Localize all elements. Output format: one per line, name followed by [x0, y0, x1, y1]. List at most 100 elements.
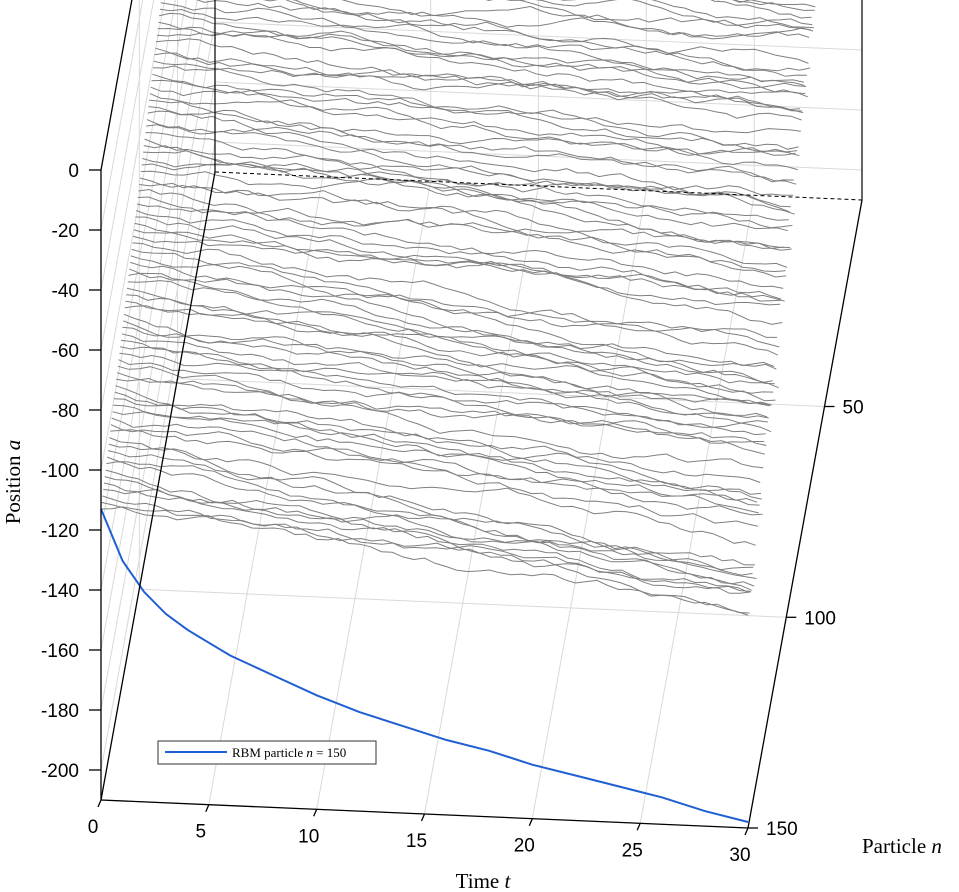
particle-path [103, 482, 752, 594]
particle-path [100, 506, 749, 616]
particle-path [152, 73, 800, 157]
x-tick-mark [528, 818, 533, 826]
particle-path [154, 52, 802, 121]
particle-path [113, 398, 762, 495]
floor-gridline [639, 195, 755, 824]
z-tick-label: -80 [52, 401, 79, 422]
particle-path [285, 0, 811, 72]
particle-path [132, 235, 781, 306]
particle-path [159, 8, 807, 77]
particle-path [112, 411, 760, 506]
side-wall-gridline [100, 0, 209, 591]
particle-path [120, 339, 768, 428]
y-tick-label: 100 [804, 608, 836, 629]
particle-path [262, 0, 810, 40]
particle-path [149, 93, 798, 156]
legend: RBM particle n = 150 [157, 740, 377, 765]
particle-path [128, 272, 776, 402]
legend-label: RBM particle n = 150 [232, 745, 346, 760]
particle-path [140, 170, 788, 232]
particle-path [143, 145, 791, 208]
particle-path [144, 138, 792, 251]
particle-path [196, 0, 809, 64]
particle-path [129, 268, 777, 370]
particle-path [157, 26, 805, 86]
axis-box [100, 0, 863, 829]
particle-path [113, 404, 761, 483]
x-tick-label: 20 [514, 836, 535, 857]
y-tick-label: 50 [843, 398, 864, 419]
particle-path [142, 158, 790, 213]
particle-path [124, 305, 772, 406]
x-tick-label: 0 [88, 817, 99, 838]
x-axis-title: Time t [456, 869, 512, 892]
particle-path [110, 424, 759, 527]
x-tick-label: 25 [622, 840, 643, 861]
particle-path [129, 261, 778, 338]
particle-path [517, 0, 814, 37]
particle-path [135, 216, 783, 325]
x-tick-mark [636, 823, 641, 831]
side-wall-gridline [100, 0, 166, 351]
particle-path [101, 502, 749, 593]
particle-path [149, 99, 797, 185]
particle-path [148, 106, 796, 156]
particle-path [132, 242, 780, 348]
particle-path [146, 119, 794, 183]
floor-gridline [208, 176, 324, 805]
particle-path [155, 47, 803, 112]
particle-path [103, 488, 751, 592]
y-axis-title: Particle n [862, 834, 942, 858]
floor-left-edge [100, 171, 216, 801]
particle-path [136, 210, 784, 289]
particle-path [118, 359, 766, 436]
z-tick-label: -100 [41, 461, 79, 482]
particle-path [105, 469, 753, 576]
side-wall-gridline [100, 0, 187, 471]
z-tick-label: 0 [68, 161, 79, 182]
z-tick-label: -60 [52, 341, 79, 362]
x-tick-label: 10 [298, 826, 319, 847]
x-tick-label: 5 [196, 822, 207, 843]
floor-gridline [139, 588, 787, 618]
x-tick-label: 15 [406, 831, 427, 852]
particle-path [102, 495, 750, 614]
particle-path [136, 203, 785, 249]
particle-path [138, 188, 786, 273]
particle-path [109, 437, 757, 579]
x-tick-mark [97, 799, 102, 808]
particle-path [134, 222, 782, 302]
particle-path [121, 333, 769, 419]
particle-path [115, 385, 763, 516]
particle-paths [100, 0, 816, 616]
floor-gridline [177, 378, 825, 407]
floor-gridline [424, 185, 539, 815]
particle-path [153, 60, 801, 134]
z-tick-label: -20 [52, 221, 79, 242]
particle-path [120, 346, 768, 418]
particle-path [133, 229, 782, 300]
y-axis-line [747, 199, 863, 829]
particle-path [292, 0, 811, 31]
z-tick-label: -160 [41, 641, 79, 662]
series-line-rbm-particle-150 [100, 508, 749, 823]
side-wall-gridline [100, 81, 216, 711]
z-tick-label: -200 [41, 761, 79, 782]
y-tick-label: 150 [766, 819, 798, 840]
z-tick-label: -180 [41, 701, 79, 722]
particle-path [110, 429, 758, 503]
z-axis-title: Position a [1, 440, 25, 525]
x-tick-mark [420, 813, 426, 822]
particle-path [146, 124, 794, 196]
floor-gridline [531, 190, 647, 819]
particle-path [160, 2, 808, 98]
tick-labels: 0 5 10 15 20 25 30 50 100 150 0 -20 -40 -60 -80 -100 -12… [41, 161, 864, 866]
particle-path [151, 79, 799, 150]
particle-path [114, 391, 762, 500]
legend-box [157, 740, 377, 765]
particle-path [152, 65, 801, 111]
particle-path [123, 320, 771, 407]
floor-back-edge [214, 171, 863, 201]
x-tick-mark [205, 804, 210, 812]
x-tick-mark [313, 809, 318, 817]
